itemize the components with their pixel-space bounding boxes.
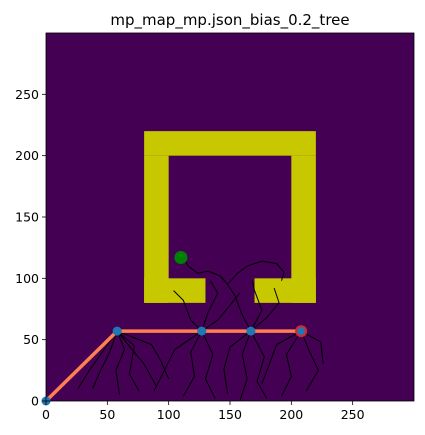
tree-branch-22 — [116, 330, 170, 380]
tree-branch-18 — [261, 260, 285, 281]
tree-branch-0 — [115, 330, 126, 395]
x-tick-label-50: 50 — [99, 407, 115, 422]
path-node-2 — [197, 326, 207, 336]
tree-branch-21 — [201, 292, 241, 332]
tree-branch-9 — [300, 330, 319, 392]
tree-branch-25 — [77, 330, 118, 389]
tree-branch-24 — [116, 330, 157, 387]
tree-branch-1 — [116, 330, 140, 392]
path-end-node — [295, 325, 308, 338]
tree-branch-11 — [300, 330, 324, 365]
tree-branch-15 — [173, 290, 203, 332]
y-tick-label-250: 250 — [15, 87, 39, 102]
y-tick-label-100: 100 — [15, 271, 39, 286]
obstacle-rect-0 — [144, 131, 316, 156]
tree-branch-12 — [201, 280, 219, 332]
tree-branch-3 — [182, 330, 203, 397]
obstacle-rect-3 — [144, 278, 206, 303]
x-axis: 0 50 100 150 200 250 — [42, 401, 365, 422]
y-tick-label-50: 50 — [23, 332, 39, 347]
y-axis: 0 50 100 150 200 250 — [15, 87, 46, 409]
goal-point — [174, 250, 188, 264]
tree-branch-23 — [261, 330, 302, 385]
tree-branch-13 — [227, 284, 252, 332]
tree-branch-14 — [250, 287, 280, 332]
tree-branch-2 — [92, 330, 118, 389]
tree-branch-10 — [281, 330, 302, 397]
tree-branch-16 — [197, 270, 228, 285]
tree-branch-4 — [201, 330, 216, 399]
x-tick-label-0: 0 — [42, 407, 50, 422]
tree-branch-8 — [223, 330, 252, 394]
y-tick-label-150: 150 — [15, 210, 39, 225]
path-node-3 — [246, 326, 256, 336]
x-tick-label-200: 200 — [279, 407, 303, 422]
obstacles — [144, 131, 316, 303]
x-tick-label-100: 100 — [157, 407, 181, 422]
y-tick-label-200: 200 — [15, 148, 39, 163]
tree-branch-5 — [153, 330, 203, 392]
tree-branch-17 — [227, 260, 263, 285]
x-tick-label-150: 150 — [218, 407, 242, 422]
path-node-1 — [112, 326, 122, 336]
x-tick-label-250: 250 — [341, 407, 365, 422]
tree-branch-6 — [239, 330, 252, 402]
obstacle-rect-4 — [254, 278, 316, 303]
y-tick-label-0: 0 — [31, 394, 39, 409]
chart-title: mp_map_mp.json_bias_0.2_tree — [110, 11, 349, 30]
tree-branch-7 — [250, 330, 268, 399]
tree-branch-20 — [250, 280, 263, 332]
